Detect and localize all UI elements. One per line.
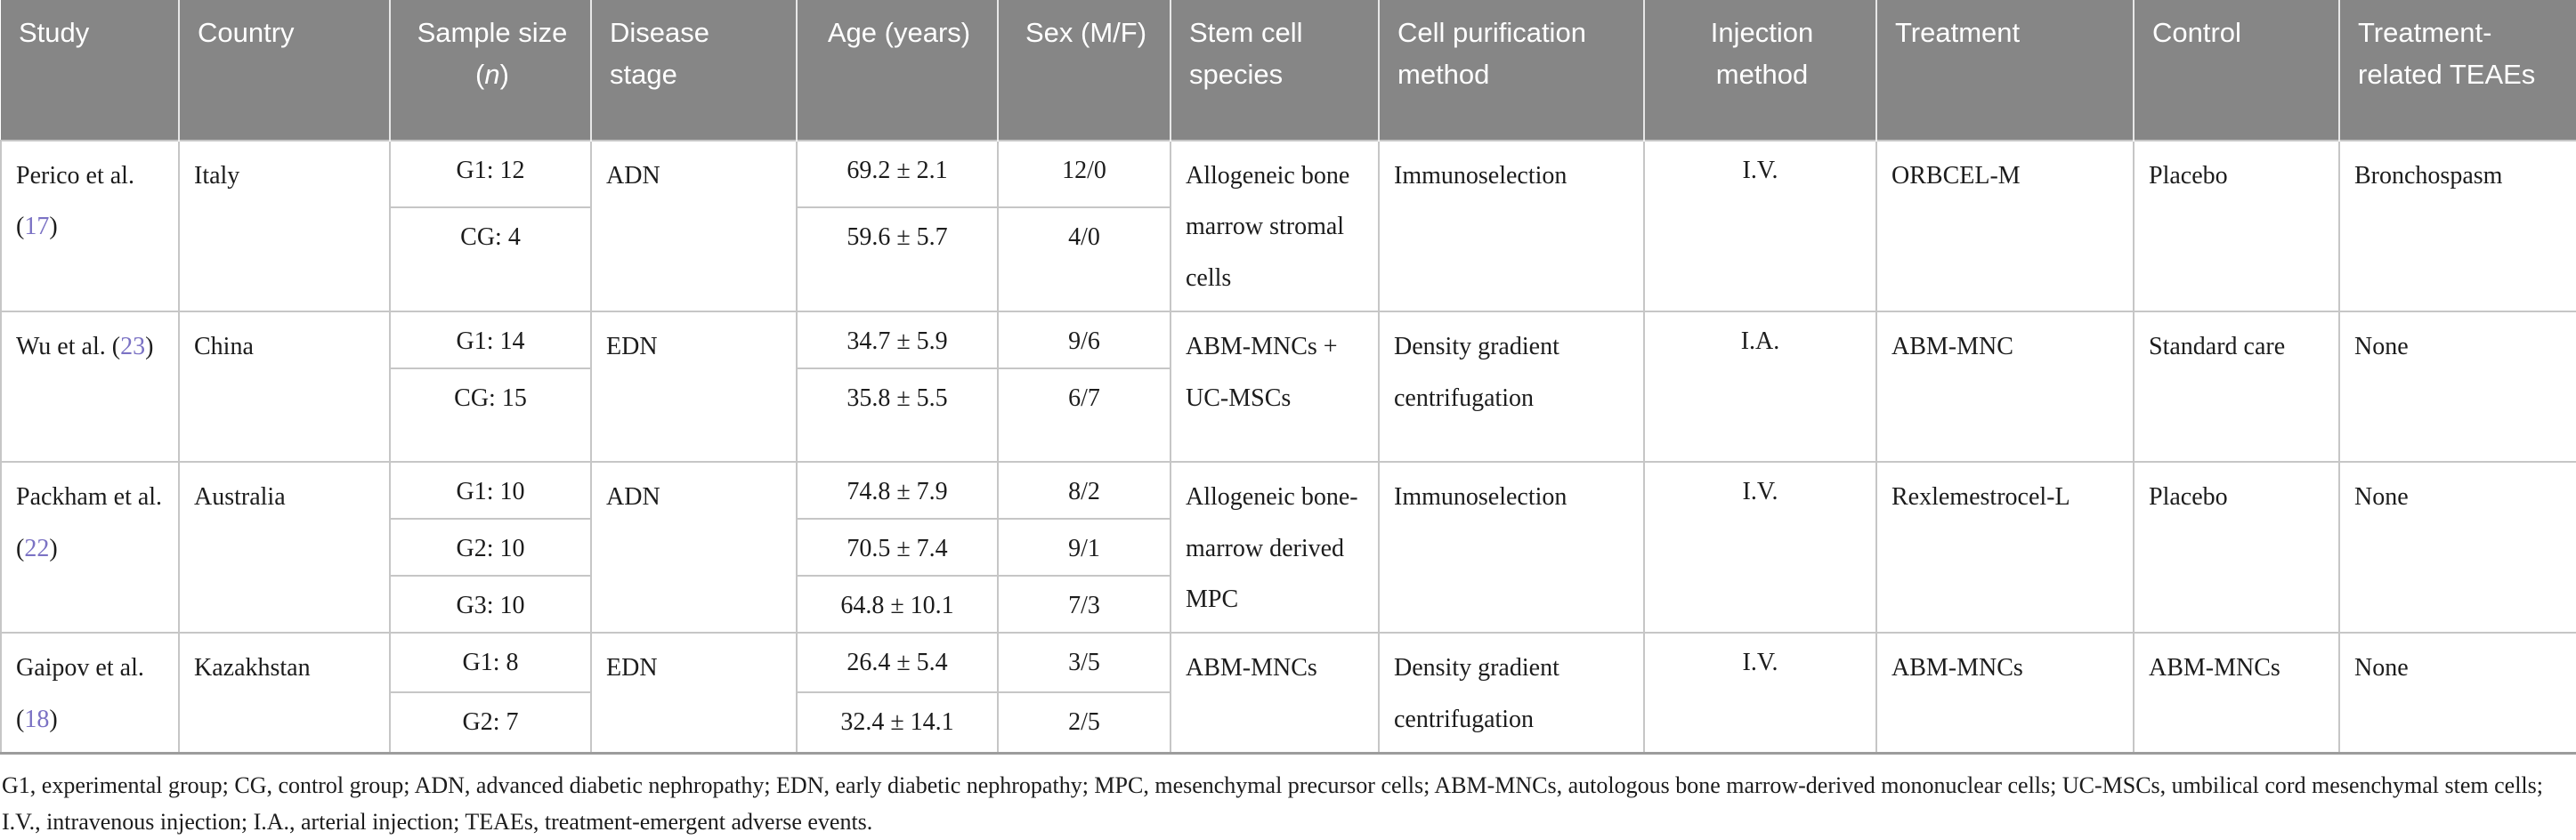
cell-age: 70.5 ± 7.4 <box>796 518 999 578</box>
col-header-injection: Injection method <box>1644 0 1877 141</box>
cell-injection: I.V. <box>1643 632 1877 755</box>
cell-sex: 2/5 <box>997 691 1171 755</box>
cell-age: 34.7 ± 5.9 <box>796 311 999 370</box>
cell-treatment: ABM-MNC <box>1875 311 2135 464</box>
cell-sex: 12/0 <box>997 140 1171 208</box>
cell-injection: I.V. <box>1643 461 1877 634</box>
cell-species: ABM-MNCs <box>1170 632 1380 755</box>
cell-country: Australia <box>178 461 391 634</box>
table-row: Perico et al. (17) Italy G1: 12 ADN 69.2… <box>0 139 2576 313</box>
cell-injection: I.A. <box>1643 311 1877 464</box>
cell-teaes: Bronchospasm <box>2338 139 2576 313</box>
cell-sex: 9/1 <box>997 518 1171 578</box>
cell-disease-stage: ADN <box>590 461 798 634</box>
table-subrow: G2: 10 70.5 ± 7.4 9/1 <box>1 518 2576 578</box>
cell-age: 69.2 ± 2.1 <box>796 140 999 208</box>
cell-species: ABM-MNCs + UC-MSCs <box>1170 311 1380 464</box>
cell-age: 32.4 ± 14.1 <box>796 691 999 755</box>
citation: (17) <box>16 213 58 241</box>
cell-sex: 9/6 <box>997 311 1171 370</box>
col-header-control: Control <box>2134 0 2340 141</box>
citation-link[interactable]: 17 <box>24 213 50 241</box>
cell-sample-size: G1: 12 <box>389 140 592 208</box>
citation-link[interactable]: 23 <box>120 333 146 361</box>
cell-country: Italy <box>178 139 391 313</box>
cell-sample-size: G1: 10 <box>389 461 592 521</box>
table-subrow: G2: 7 32.4 ± 14.1 2/5 <box>1 691 2576 755</box>
cell-sample-size: CG: 15 <box>389 368 592 464</box>
col-header-age: Age (years) <box>797 0 999 141</box>
cell-age: 59.6 ± 5.7 <box>796 206 999 313</box>
col-header-treatment: Treatment <box>1876 0 2135 141</box>
cell-control: Standard care <box>2133 311 2340 464</box>
cell-sample-size: G2: 10 <box>389 518 592 578</box>
cell-country: China <box>178 311 391 464</box>
cell-sex: 4/0 <box>997 206 1171 313</box>
col-header-purification: Cell purification method <box>1379 0 1645 141</box>
cell-injection: I.V. <box>1643 139 1877 313</box>
citation: (18) <box>16 705 58 733</box>
cell-teaes: None <box>2338 632 2576 755</box>
cell-sample-size: CG: 4 <box>389 206 592 313</box>
cell-purification: Immunoselection <box>1378 461 1645 634</box>
cell-sample-size: G1: 8 <box>389 632 592 693</box>
cell-age: 26.4 ± 5.4 <box>796 632 999 693</box>
cell-purification: Density gradient centrifugation <box>1378 632 1645 755</box>
cell-age: 64.8 ± 10.1 <box>796 575 999 634</box>
col-header-sex: Sex (M/F) <box>998 0 1171 141</box>
table-subrow: G3: 10 64.8 ± 10.1 7/3 <box>1 575 2576 634</box>
cell-sex: 3/5 <box>997 632 1171 693</box>
citation: (23) <box>111 333 154 361</box>
citation-link[interactable]: 18 <box>24 705 50 733</box>
cell-sample-size: G1: 14 <box>389 311 592 370</box>
col-header-disease-stage: Disease stage <box>591 0 798 141</box>
cell-teaes: None <box>2338 461 2576 634</box>
cell-treatment: Rexlemestrocel-L <box>1875 461 2135 634</box>
cell-disease-stage: EDN <box>590 311 798 464</box>
cell-study: Packham et al. (22) <box>0 461 180 634</box>
cell-treatment: ABM-MNCs <box>1875 632 2135 755</box>
table-footnote: G1, experimental group; CG, control grou… <box>2 772 2543 836</box>
studies-table: Study Country Sample size (n) Disease st… <box>0 0 2576 755</box>
table-header: Study Country Sample size (n) Disease st… <box>1 0 2576 141</box>
cell-age: 35.8 ± 5.5 <box>796 368 999 464</box>
cell-disease-stage: ADN <box>590 139 798 313</box>
cell-purification: Density gradient centrifugation <box>1378 311 1645 464</box>
cell-study: Gaipov et al. (18) <box>0 632 180 755</box>
citation-link[interactable]: 22 <box>24 534 50 562</box>
col-header-sample-size: Sample size (n) <box>390 0 592 141</box>
citation: (22) <box>16 534 58 562</box>
cell-sex: 7/3 <box>997 575 1171 634</box>
cell-species: Allogeneic bone-marrow derived MPC <box>1170 461 1380 634</box>
cell-country: Kazakhstan <box>178 632 391 755</box>
col-header-study: Study <box>1 0 180 141</box>
cell-study: Wu et al. (23) <box>0 311 180 464</box>
cell-sex: 8/2 <box>997 461 1171 521</box>
col-header-country: Country <box>179 0 391 141</box>
table-subrow: CG: 15 35.8 ± 5.5 6/7 <box>1 368 2576 464</box>
cell-control: Placebo <box>2133 139 2340 313</box>
col-header-species: Stem cell species <box>1171 0 1380 141</box>
cell-species: Allogeneic bone marrow stromal cells <box>1170 139 1380 313</box>
table-row: Wu et al. (23) China G1: 14 EDN 34.7 ± 5… <box>0 311 2576 464</box>
table-row: Packham et al. (22) Australia G1: 10 ADN… <box>0 461 2576 634</box>
cell-treatment: ORBCEL-M <box>1875 139 2135 313</box>
cell-teaes: None <box>2338 311 2576 464</box>
cell-purification: Immunoselection <box>1378 139 1645 313</box>
cell-sample-size: G3: 10 <box>389 575 592 634</box>
cell-disease-stage: EDN <box>590 632 798 755</box>
cell-control: ABM-MNCs <box>2133 632 2340 755</box>
cell-sample-size: G2: 7 <box>389 691 592 755</box>
cell-sex: 6/7 <box>997 368 1171 464</box>
cell-control: Placebo <box>2133 461 2340 634</box>
cell-age: 74.8 ± 7.9 <box>796 461 999 521</box>
col-header-teaes: Treatment-related TEAEs <box>2339 0 2576 141</box>
cell-study: Perico et al. (17) <box>0 139 180 313</box>
table-subrow: CG: 4 59.6 ± 5.7 4/0 <box>1 206 2576 313</box>
table-row: Gaipov et al. (18) Kazakhstan G1: 8 EDN … <box>0 632 2576 755</box>
